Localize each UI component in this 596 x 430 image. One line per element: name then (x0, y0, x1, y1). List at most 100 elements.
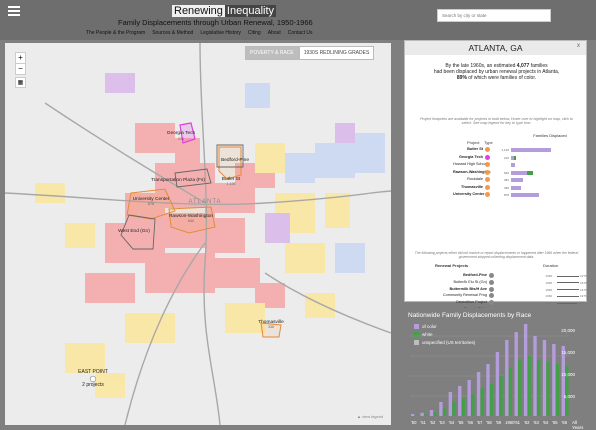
map-area[interactable]: Georgia Tech 216 Bedford-Pine Butler St … (5, 43, 391, 425)
bar-of-color[interactable] (429, 410, 434, 416)
bar-white[interactable] (565, 366, 569, 416)
footprint-butler-st[interactable] (218, 146, 242, 180)
bar-of-color[interactable] (411, 414, 415, 416)
bar-of-color[interactable] (486, 364, 490, 416)
bar-white[interactable] (423, 414, 428, 416)
menu-icon[interactable] (8, 6, 20, 16)
map-canvas[interactable]: Georgia Tech 216 Bedford-Pine Butler St … (5, 43, 391, 425)
bar-white[interactable] (471, 394, 475, 416)
project-row[interactable]: Georgia Tech 216 (405, 154, 588, 161)
footprint-west-end[interactable] (120, 214, 156, 250)
x-tick-label[interactable]: '52 (430, 420, 436, 425)
footprint-georgia-tech[interactable] (179, 122, 196, 144)
renewal-row[interactable]: Community Renewal Prog 1966 1975 (405, 293, 588, 299)
renewal-row[interactable]: Bedford-Pine 1966 1975 (405, 273, 588, 279)
toggle-redlining[interactable]: 1930S REDLINING GRADES (298, 46, 375, 60)
bar-of-color[interactable] (420, 412, 424, 416)
bar-white[interactable] (499, 376, 503, 416)
footprint-university-center[interactable] (126, 188, 176, 220)
bar-of-color[interactable] (467, 380, 471, 416)
x-tick-label[interactable]: '55 (458, 420, 464, 425)
x-tick-label[interactable]: '62 (524, 420, 530, 425)
x-tick-label[interactable]: '53 (439, 420, 445, 425)
bar-white[interactable] (527, 356, 531, 416)
footprint-bedford-pine[interactable] (216, 144, 244, 168)
map-label-university-center-value: 878 (148, 202, 154, 206)
nav-legislative[interactable]: Legislative History (200, 30, 241, 36)
bar-white[interactable] (536, 360, 541, 416)
footprint-rawson-washington[interactable] (168, 206, 216, 234)
project-row[interactable]: Howard High School (405, 162, 588, 168)
bar-of-color[interactable] (542, 340, 547, 416)
project-row[interactable]: Thomasville 336 (405, 184, 588, 191)
legend-item[interactable]: white (414, 330, 475, 338)
renewal-start: 1966 (545, 294, 553, 299)
brand-title[interactable]: Renewing Inequality (172, 5, 277, 17)
bar-white[interactable] (518, 360, 522, 416)
project-row[interactable]: Rockdale 381 (405, 177, 588, 183)
bar-of-color[interactable] (552, 344, 556, 416)
x-tick-label[interactable]: '51 (420, 420, 426, 425)
bar-of-color[interactable] (523, 324, 528, 416)
x-tick-label[interactable]: '65 (552, 420, 558, 425)
x-tick-label[interactable]: '59 (496, 420, 502, 425)
bar-white[interactable] (433, 412, 437, 416)
bar-of-color[interactable] (448, 392, 453, 416)
nav-sources[interactable]: Sources & Method (152, 30, 194, 36)
nav-contact[interactable]: Contact Us (287, 30, 313, 36)
close-icon[interactable]: x (577, 43, 580, 49)
project-value: 878 (503, 193, 509, 197)
x-tick-label[interactable]: 1960 (505, 420, 515, 425)
x-tick-label[interactable]: '58 (486, 420, 492, 425)
x-tick-label[interactable]: '64 (543, 420, 549, 425)
x-tick-label[interactable]: '50 (411, 420, 417, 425)
x-tick-label[interactable]: '61 (515, 420, 521, 425)
nav-citing[interactable]: Citing (247, 30, 261, 36)
project-row[interactable]: University Center 878 (405, 192, 588, 198)
bar-of-color[interactable] (476, 372, 481, 416)
all-years-label[interactable]: All Years (572, 420, 584, 430)
bar-of-color[interactable] (514, 332, 518, 416)
project-row[interactable]: Butler St 1,126 (405, 147, 588, 153)
east-point-marker[interactable] (89, 375, 97, 383)
bar-white[interactable] (489, 384, 494, 416)
project-type-icon (485, 154, 490, 160)
legend-item[interactable]: unspecified (US territories) (414, 338, 475, 346)
view-legend-link[interactable]: ▲ view legend (357, 414, 384, 419)
zoom-out-button[interactable]: − (18, 64, 23, 73)
bar-of-color[interactable] (495, 352, 500, 416)
bar-white[interactable] (480, 388, 484, 416)
x-tick-label[interactable]: '56 (467, 420, 473, 425)
legend-item[interactable]: of color (414, 322, 475, 330)
x-tick-label[interactable]: '54 (449, 420, 455, 425)
zoom-in-button[interactable]: + (16, 53, 25, 64)
x-tick-label[interactable]: '66 (562, 420, 568, 425)
renewal-row[interactable]: Butler/ik Elu St (Gn) 1966 1975 (405, 279, 588, 286)
project-row[interactable]: Rawson-Washington 640 (405, 169, 588, 176)
footprint-thomasville[interactable] (260, 322, 282, 338)
bar-of-color[interactable] (458, 386, 462, 416)
bar-white[interactable] (555, 364, 560, 416)
x-tick-label[interactable]: '57 (477, 420, 483, 425)
toggle-poverty-race[interactable]: POVERTY & RACE (245, 46, 299, 60)
x-tick-label[interactable]: '63 (533, 420, 539, 425)
search-input[interactable] (437, 9, 551, 22)
renewal-row[interactable]: Demolition Project 1966 1974 (405, 300, 588, 306)
bar-white[interactable] (461, 398, 466, 416)
bar-of-color[interactable] (505, 340, 509, 416)
bar-white[interactable] (508, 368, 513, 416)
bar-of-color[interactable] (439, 402, 443, 416)
nav-about[interactable]: About (267, 30, 281, 36)
bar-of-color[interactable] (561, 346, 565, 416)
bar-of-color[interactable] (533, 336, 537, 416)
layers-icon[interactable]: ▦ (15, 77, 26, 88)
renewal-row[interactable]: Buttermilk Bts/H Ave 1966 1975 (405, 286, 588, 293)
bar-white[interactable] (442, 408, 447, 416)
bar-white[interactable] (546, 362, 550, 416)
bar-white[interactable] (452, 402, 456, 416)
project-value: 216 (503, 155, 509, 160)
bar-white[interactable] (414, 415, 418, 416)
footprint-transportation-plaza[interactable] (174, 168, 212, 188)
nav-people[interactable]: The People & the Program (86, 30, 146, 36)
displacement-chart: Nationwide Family Displacements by Race … (404, 308, 587, 430)
